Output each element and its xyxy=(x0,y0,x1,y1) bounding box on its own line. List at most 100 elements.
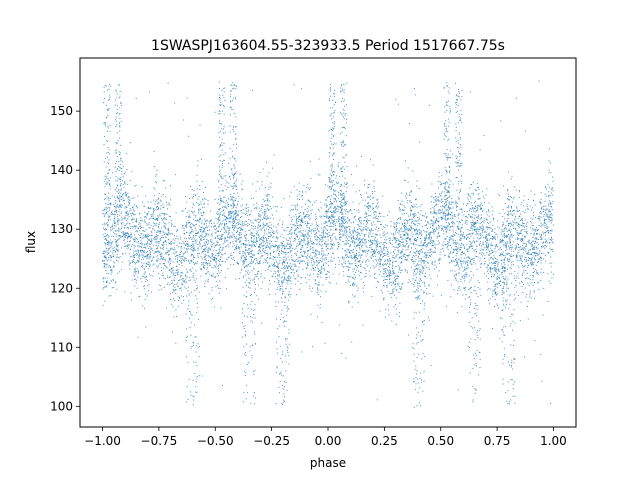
data-point xyxy=(508,212,510,214)
data-point xyxy=(501,272,503,274)
data-point xyxy=(541,247,543,249)
data-point xyxy=(422,292,424,294)
data-point xyxy=(410,227,412,229)
data-point xyxy=(354,239,356,241)
data-point xyxy=(173,249,175,251)
data-point xyxy=(109,282,111,284)
data-point xyxy=(507,278,509,280)
data-point xyxy=(479,253,481,254)
data-point xyxy=(207,280,209,282)
data-point xyxy=(211,289,213,291)
data-point xyxy=(326,212,328,214)
data-point xyxy=(253,208,255,209)
data-point xyxy=(266,242,268,244)
data-point xyxy=(112,266,114,268)
data-point xyxy=(263,232,265,234)
data-point xyxy=(211,275,213,277)
data-point xyxy=(416,249,418,251)
data-point xyxy=(482,242,484,243)
data-point xyxy=(219,261,221,262)
data-point xyxy=(506,253,508,255)
data-point xyxy=(147,243,149,245)
data-point xyxy=(522,239,523,241)
data-point xyxy=(176,255,178,256)
data-point xyxy=(400,272,402,273)
data-point xyxy=(315,280,317,282)
data-point xyxy=(325,241,327,243)
data-point xyxy=(157,219,159,221)
data-point xyxy=(122,231,124,233)
data-point xyxy=(536,272,538,274)
data-point xyxy=(384,270,386,272)
data-point xyxy=(179,261,181,263)
data-point xyxy=(494,257,496,259)
data-point xyxy=(167,249,169,251)
data-point xyxy=(232,225,234,227)
data-point xyxy=(323,269,325,271)
data-point xyxy=(204,243,206,245)
data-point xyxy=(176,271,178,273)
data-point xyxy=(452,229,454,231)
data-point xyxy=(471,245,473,247)
data-point xyxy=(287,276,289,278)
data-point xyxy=(253,240,255,242)
data-point xyxy=(348,219,350,221)
data-point xyxy=(551,217,553,219)
data-point xyxy=(353,227,355,229)
data-point xyxy=(479,257,481,259)
data-point xyxy=(299,256,301,258)
data-point xyxy=(369,184,371,186)
data-point xyxy=(457,234,459,236)
data-point xyxy=(306,216,308,218)
data-point xyxy=(158,207,160,209)
data-point xyxy=(540,212,542,214)
data-point xyxy=(369,229,371,231)
data-point xyxy=(134,271,136,273)
data-point xyxy=(118,211,120,213)
data-point xyxy=(499,248,501,250)
data-point xyxy=(359,248,361,250)
data-point xyxy=(394,233,396,235)
data-point xyxy=(284,296,286,298)
data-point xyxy=(340,201,342,203)
data-point xyxy=(308,223,310,225)
data-point xyxy=(357,236,358,238)
data-point xyxy=(511,207,512,209)
data-point xyxy=(367,265,369,267)
data-point xyxy=(451,260,452,262)
data-point xyxy=(331,215,333,217)
data-point xyxy=(241,255,243,257)
data-point xyxy=(513,210,515,212)
data-point xyxy=(317,276,319,278)
data-point xyxy=(103,266,105,268)
data-point xyxy=(379,245,381,247)
data-point xyxy=(170,220,172,221)
data-point xyxy=(263,225,265,227)
data-point xyxy=(325,274,327,275)
data-point xyxy=(183,247,185,249)
data-point xyxy=(509,239,511,241)
data-point xyxy=(192,243,194,245)
data-point xyxy=(307,244,309,246)
data-point xyxy=(344,219,346,221)
data-point xyxy=(243,261,245,263)
data-point xyxy=(244,250,246,251)
data-point xyxy=(157,260,159,261)
data-point xyxy=(346,187,348,189)
data-point xyxy=(457,264,459,266)
data-point xyxy=(174,234,175,236)
data-point xyxy=(152,228,154,230)
data-point xyxy=(153,166,155,168)
data-point xyxy=(231,212,233,214)
data-point xyxy=(346,183,347,185)
data-point xyxy=(338,246,340,248)
data-point xyxy=(472,224,474,226)
data-point xyxy=(160,200,162,202)
data-point xyxy=(214,306,216,308)
data-point xyxy=(234,225,236,227)
data-point xyxy=(464,252,465,254)
data-point xyxy=(374,277,376,279)
data-point xyxy=(313,252,314,254)
data-point xyxy=(159,222,161,224)
data-point xyxy=(461,219,463,221)
